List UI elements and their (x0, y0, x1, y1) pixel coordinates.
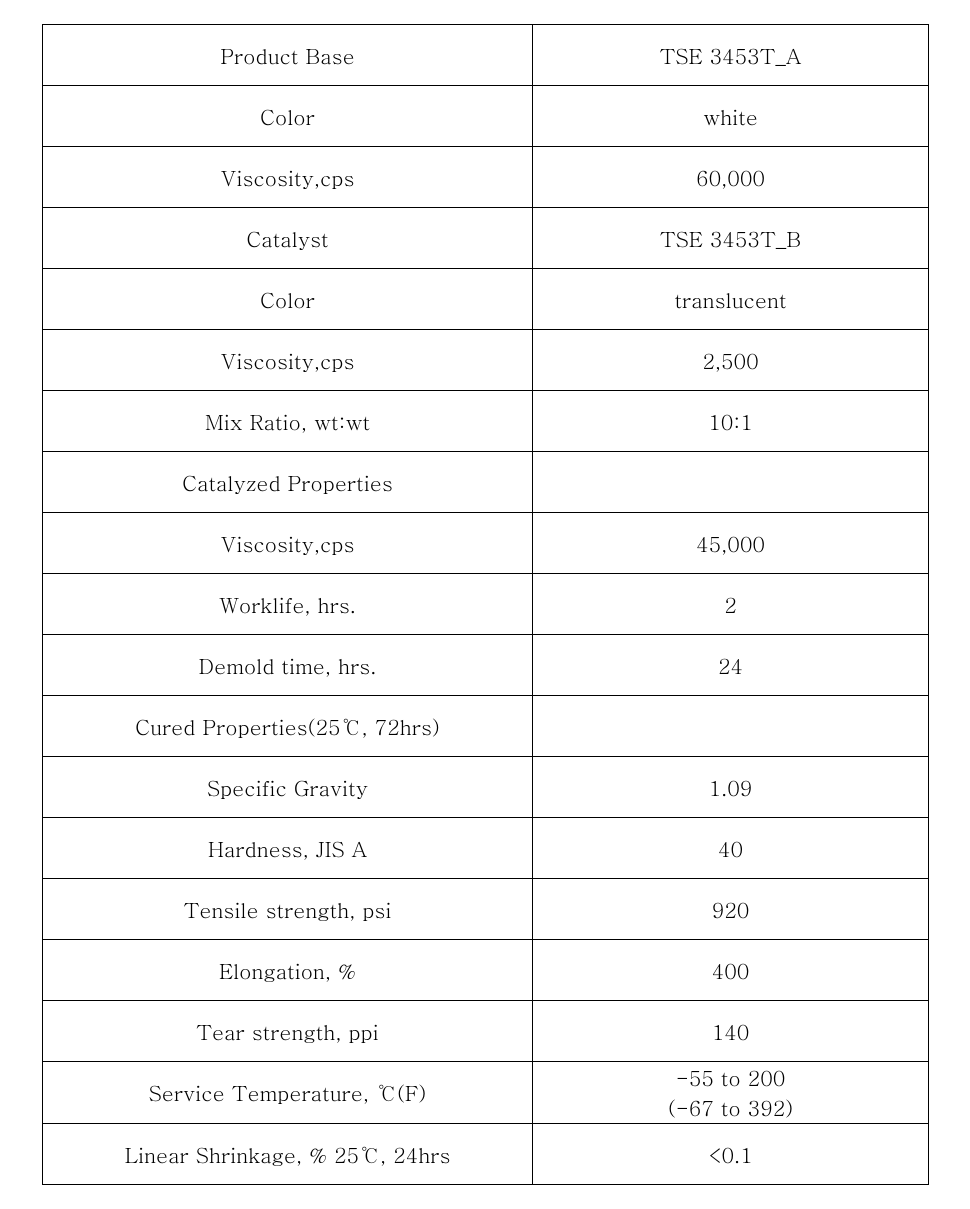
property-cell: Color (43, 269, 533, 330)
table-row: Viscosity,cps45,000 (43, 513, 929, 574)
table-row: Viscosity,cps60,000 (43, 147, 929, 208)
property-cell: Tensile strength, psi (43, 879, 533, 940)
property-cell: Color (43, 86, 533, 147)
value-cell: 2 (533, 574, 929, 635)
table-row: Tensile strength, psi920 (43, 879, 929, 940)
value-cell: 40 (533, 818, 929, 879)
table-row: CatalystTSE 3453T_B (43, 208, 929, 269)
value-cell: 400 (533, 940, 929, 1001)
property-cell: Worklife, hrs. (43, 574, 533, 635)
property-cell: Mix Ratio, wt:wt (43, 391, 533, 452)
table-row: Elongation, %400 (43, 940, 929, 1001)
table-row: Demold time, hrs.24 (43, 635, 929, 696)
table-row: Viscosity,cps2,500 (43, 330, 929, 391)
value-cell: 2,500 (533, 330, 929, 391)
property-cell: Demold time, hrs. (43, 635, 533, 696)
value-cell: 60,000 (533, 147, 929, 208)
property-cell: Linear Shrinkage, % 25℃, 24hrs (43, 1123, 533, 1184)
value-cell (533, 452, 929, 513)
value-cell: 24 (533, 635, 929, 696)
property-cell: Service Temperature, ℃(F) (43, 1062, 533, 1124)
table-row: Specific Gravity1.09 (43, 757, 929, 818)
properties-table: Product BaseTSE 3453T_AColorwhiteViscosi… (42, 24, 929, 1185)
value-cell (533, 696, 929, 757)
table-row: Colortranslucent (43, 269, 929, 330)
property-cell: Elongation, % (43, 940, 533, 1001)
value-cell: translucent (533, 269, 929, 330)
property-cell: Viscosity,cps (43, 513, 533, 574)
property-cell: Catalyst (43, 208, 533, 269)
value-cell: TSE 3453T_B (533, 208, 929, 269)
property-cell: Product Base (43, 25, 533, 86)
property-cell: Catalyzed Properties (43, 452, 533, 513)
value-cell: 10:1 (533, 391, 929, 452)
table-row: Colorwhite (43, 86, 929, 147)
table-row: Hardness, JIS A40 (43, 818, 929, 879)
properties-table-body: Product BaseTSE 3453T_AColorwhiteViscosi… (43, 25, 929, 1185)
value-cell: <0.1 (533, 1123, 929, 1184)
value-cell: -55 to 200(-67 to 392) (533, 1062, 929, 1124)
property-cell: Viscosity,cps (43, 147, 533, 208)
value-cell: 920 (533, 879, 929, 940)
table-row: Linear Shrinkage, % 25℃, 24hrs<0.1 (43, 1123, 929, 1184)
table-row: Product BaseTSE 3453T_A (43, 25, 929, 86)
table-row: Cured Properties(25℃, 72hrs) (43, 696, 929, 757)
value-cell: 45,000 (533, 513, 929, 574)
property-cell: Viscosity,cps (43, 330, 533, 391)
table-row: Tear strength, ppi140 (43, 1001, 929, 1062)
property-cell: Specific Gravity (43, 757, 533, 818)
property-cell: Cured Properties(25℃, 72hrs) (43, 696, 533, 757)
value-cell: TSE 3453T_A (533, 25, 929, 86)
value-cell: 140 (533, 1001, 929, 1062)
value-cell: 1.09 (533, 757, 929, 818)
table-row: Worklife, hrs.2 (43, 574, 929, 635)
table-row: Service Temperature, ℃(F)-55 to 200(-67 … (43, 1062, 929, 1124)
property-cell: Tear strength, ppi (43, 1001, 533, 1062)
table-row: Mix Ratio, wt:wt10:1 (43, 391, 929, 452)
value-cell: white (533, 86, 929, 147)
property-cell: Hardness, JIS A (43, 818, 533, 879)
table-row: Catalyzed Properties (43, 452, 929, 513)
